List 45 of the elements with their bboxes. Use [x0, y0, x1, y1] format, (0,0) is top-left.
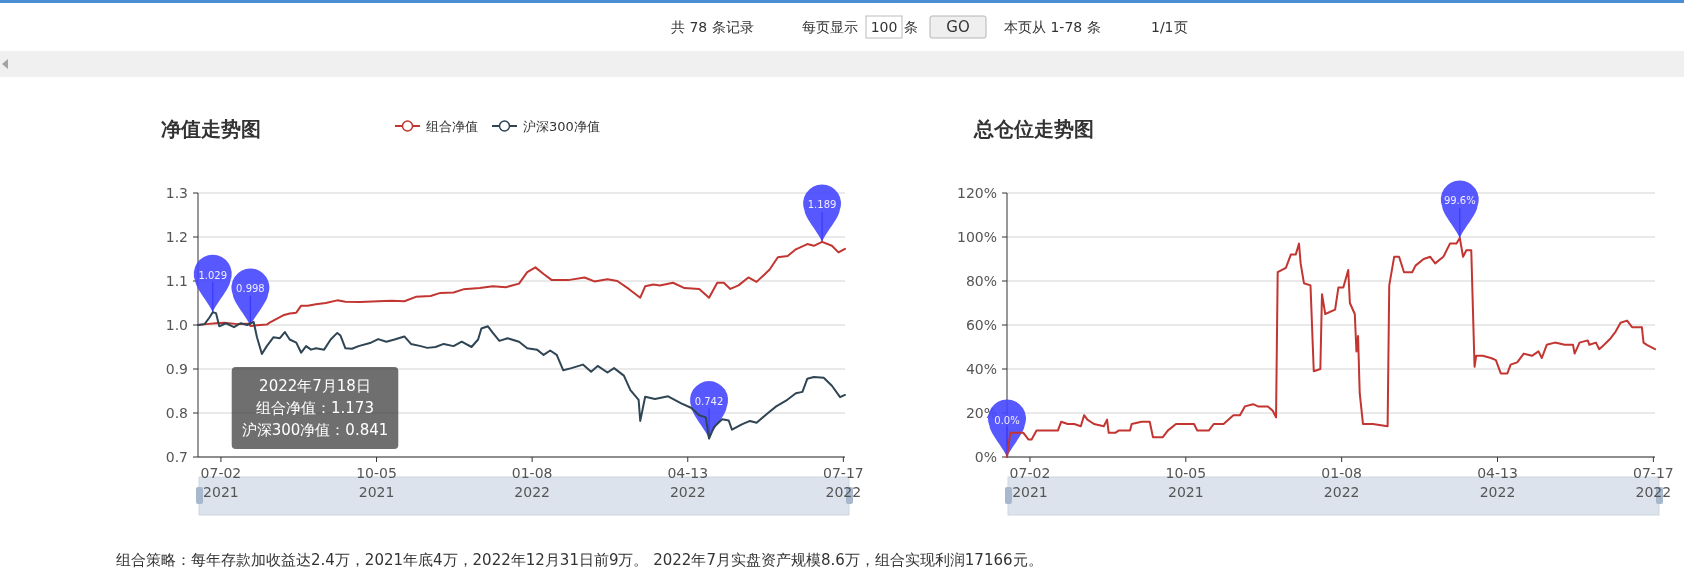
x-tick-label: 07-02 2021	[1009, 465, 1051, 500]
x-tick-label: 10-05 2021	[356, 465, 397, 500]
y-tick-label: 0.7	[165, 449, 188, 465]
y-tick-label: 1.0	[165, 317, 188, 333]
annotation: 99.6%	[1443, 195, 1476, 207]
y-tick-label: 60%	[965, 317, 997, 333]
annotation: 2022年7月18日	[259, 377, 371, 395]
annotation: 沪深300净值：0.841	[241, 421, 389, 439]
y-tick-label: 120%	[956, 185, 997, 201]
annotation: 1.189	[807, 199, 837, 211]
chart-title: 净值走势图	[161, 117, 261, 141]
text: 1/1页	[1151, 19, 1188, 35]
annotation: 1.029	[198, 269, 228, 281]
y-tick-label: 0%	[974, 449, 997, 465]
x-tick-label: 01-08 2022	[511, 465, 553, 500]
x-tick-label: 07-17 2022	[1633, 465, 1674, 500]
x-tick-label: 07-02 2021	[200, 465, 242, 500]
y-tick-label: 1.1	[165, 273, 188, 289]
y-tick-label: 0.9	[165, 361, 188, 377]
x-tick-label: 07-17 2022	[823, 465, 864, 500]
y-tick-label: 0.8	[165, 405, 188, 421]
y-tick-label: 1.3	[165, 185, 188, 201]
x-tick-label: 01-08 2022	[1321, 465, 1363, 500]
x-tick-label: 04-13 2022	[667, 465, 709, 500]
legend-label: 沪深300净值	[523, 118, 600, 134]
text: 共 78 条记录	[671, 19, 754, 35]
chart-title: 总仓位走势图	[973, 117, 1094, 141]
x-tick-label: 10-05 2021	[1165, 465, 1207, 500]
y-tick-label: 80%	[965, 273, 997, 289]
text: 每页显示	[802, 19, 858, 35]
text: 条	[904, 19, 918, 35]
y-tick-label: 100%	[956, 229, 997, 245]
text: 本页从 1-78 条	[1004, 19, 1101, 35]
annotation: 0.998	[236, 283, 265, 295]
line-series	[197, 311, 846, 440]
annotation: 组合净值：1.173	[256, 399, 374, 417]
text: 100	[870, 19, 898, 35]
legend-label: 组合净值	[426, 118, 478, 134]
x-tick-label: 04-13 2022	[1477, 465, 1518, 500]
annotation: 0.0%	[994, 414, 1020, 426]
annotation: 0.742	[694, 396, 724, 408]
text: 组合策略：每年存款加收益达2.4万，2021年底4万，2022年12月31日前9万。 2022年7月实盘资产规模8.6万，组合实现利润17166元。	[116, 551, 1043, 569]
y-tick-label: 40%	[965, 361, 997, 377]
text: GO	[946, 18, 970, 36]
y-tick-label: 1.2	[165, 229, 188, 245]
